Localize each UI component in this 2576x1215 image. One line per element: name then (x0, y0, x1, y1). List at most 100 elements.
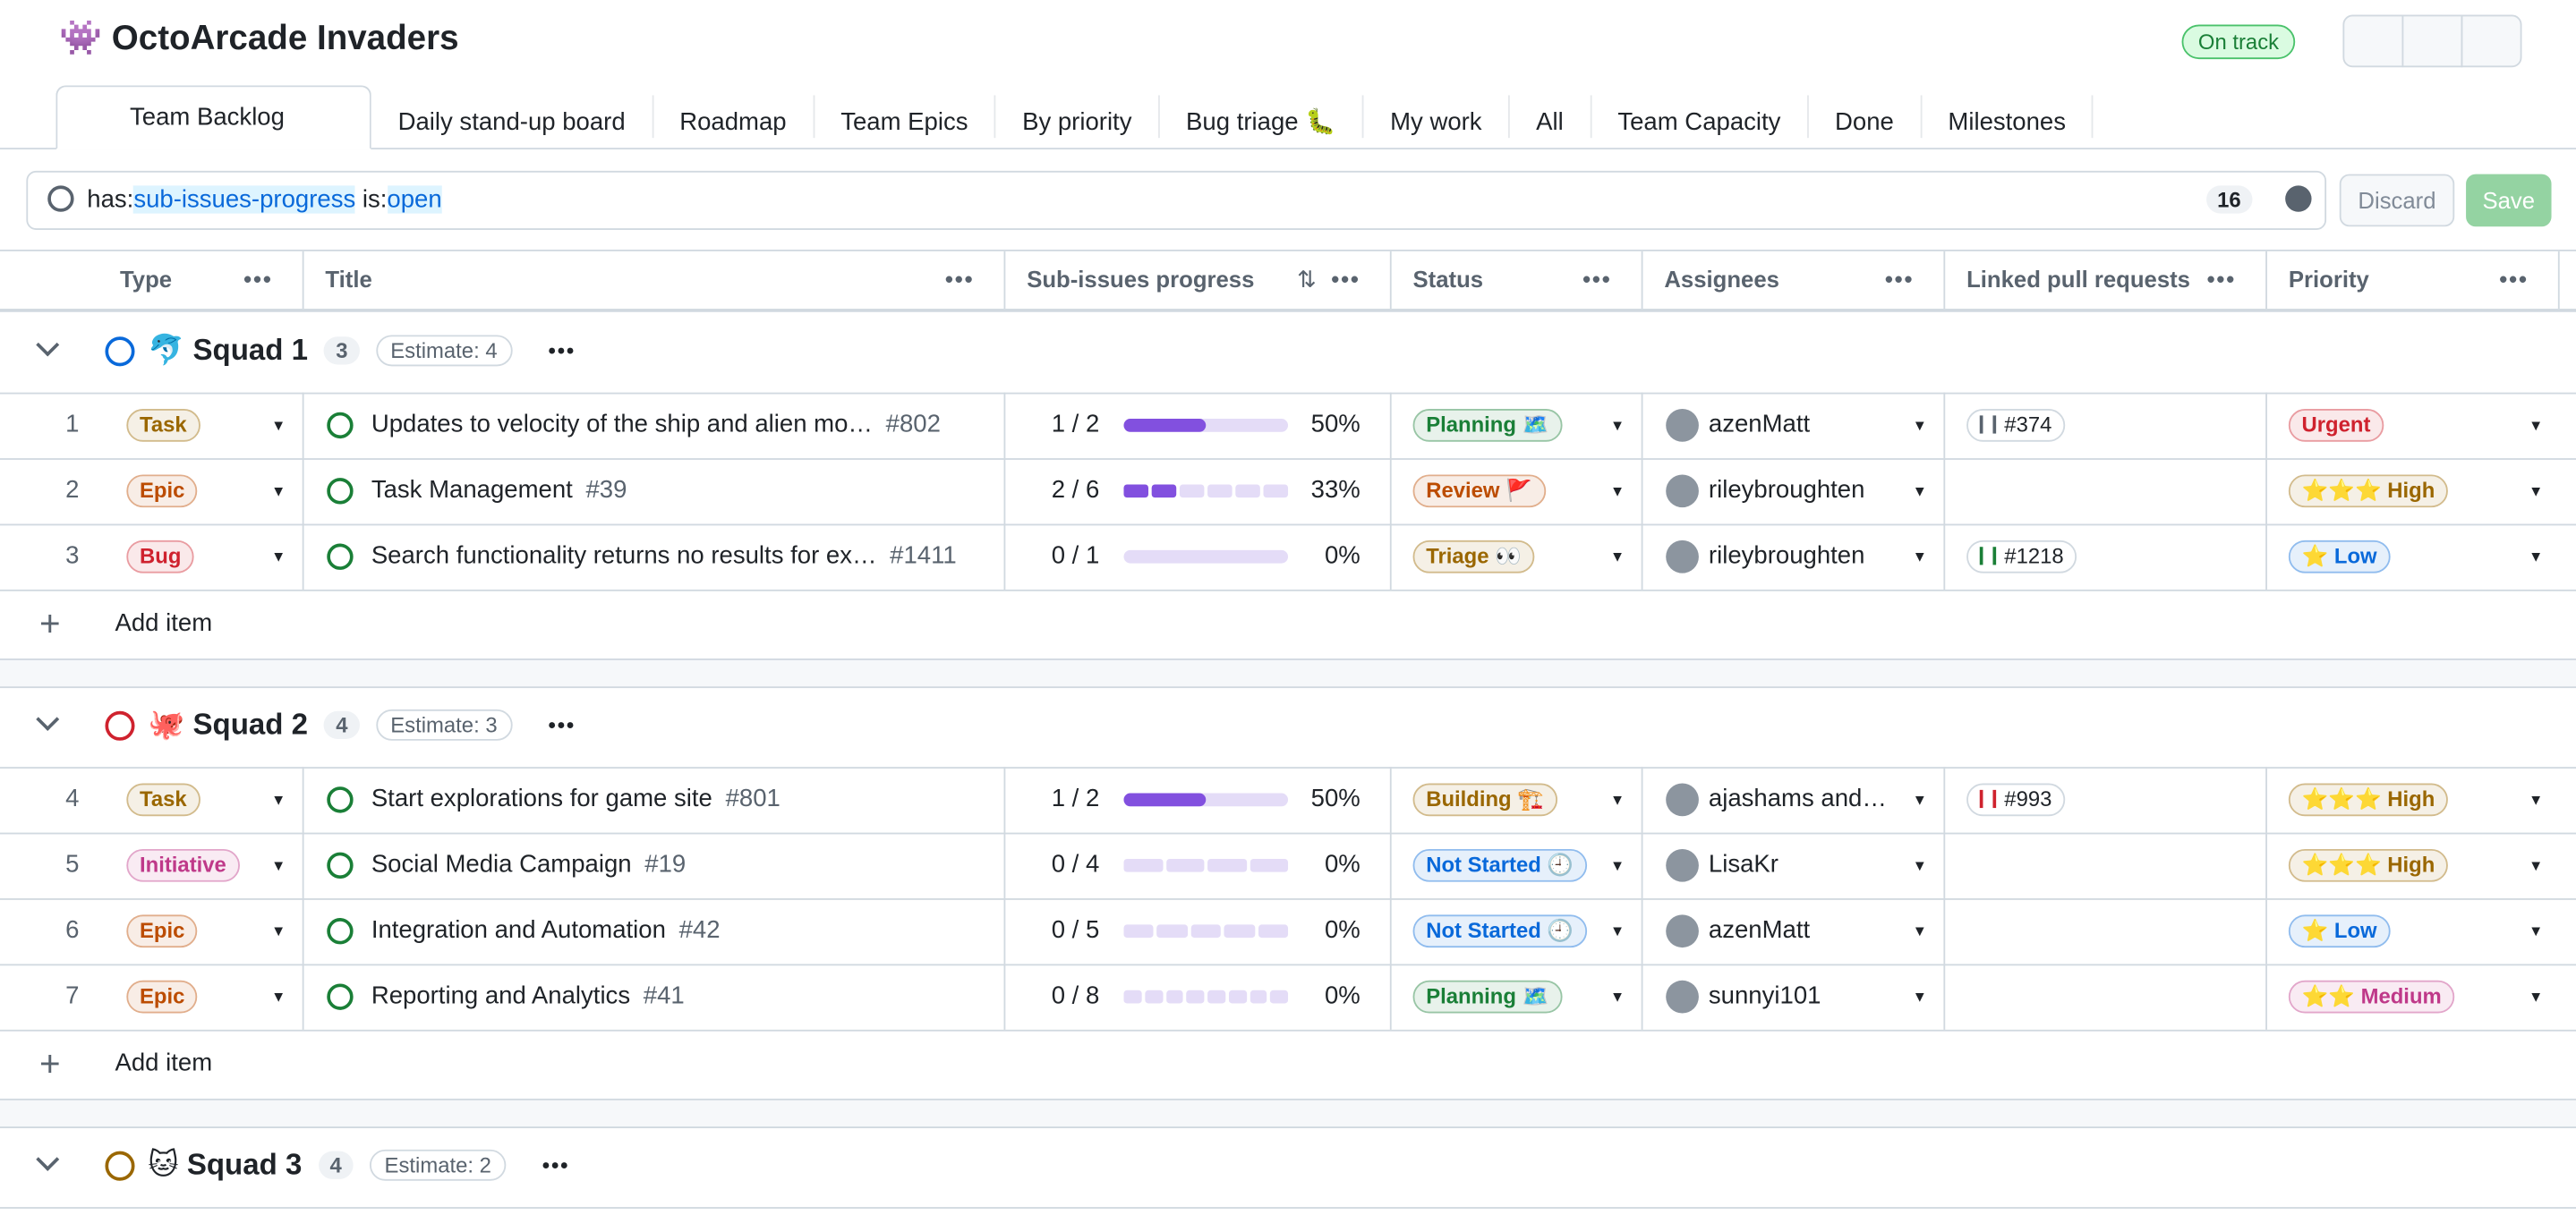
issue-number[interactable]: #19 (644, 850, 687, 879)
assignee-name[interactable]: rileybroughten (1708, 541, 1865, 570)
discard-button[interactable]: Discard (2339, 174, 2455, 227)
column-header[interactable]: Sub-issues progress ⇅ ••• (1005, 251, 1392, 310)
cell-dropdown[interactable]: ▼ (1609, 417, 1625, 434)
cell-dropdown[interactable]: ▼ (2528, 548, 2544, 565)
collapse-toggle[interactable] (36, 707, 60, 731)
column-menu[interactable]: ••• (1884, 266, 1915, 293)
add-item-row[interactable]: + Add item (0, 590, 2576, 658)
assignee-name[interactable]: LisaKr (1708, 850, 1778, 879)
issue-title[interactable]: Start explorations for game site (371, 785, 712, 813)
column-menu[interactable]: ••• (2499, 266, 2529, 293)
column-header[interactable]: Linked pull requests ••• (1945, 251, 2267, 310)
column-menu[interactable]: ••• (2206, 266, 2237, 293)
cell-dropdown[interactable]: ▼ (2528, 791, 2544, 809)
issue-number[interactable]: #802 (885, 410, 941, 439)
progress-cell: 1 / 2 50% (1005, 392, 1392, 459)
view-tab[interactable]: Bug triage 🐛 (1160, 95, 1364, 139)
cell-dropdown[interactable]: ▼ (1609, 791, 1625, 809)
cell-dropdown[interactable]: ▼ (1609, 482, 1625, 499)
cell-dropdown[interactable]: ▼ (2528, 417, 2544, 434)
view-tab[interactable]: Done (1809, 95, 1923, 139)
assignee-name[interactable]: azenMatt (1708, 410, 1811, 439)
issue-title[interactable]: Updates to velocity of the ship and alie… (371, 410, 873, 439)
cell-dropdown[interactable]: ▼ (2528, 922, 2544, 939)
cell-dropdown[interactable]: ▼ (1912, 482, 1928, 499)
cell-dropdown[interactable]: ▼ (1609, 988, 1625, 1006)
view-tab[interactable]: Milestones (1922, 95, 2094, 139)
filter-bar[interactable]: has:sub-issues-progress is:open 16 (26, 170, 2327, 230)
view-tab[interactable]: My work (1364, 95, 1510, 139)
progress-segment (1258, 924, 1289, 939)
insights-button[interactable] (2342, 14, 2404, 68)
pr-link[interactable]: #374 (1966, 409, 2066, 442)
save-button[interactable]: Save (2466, 174, 2552, 227)
cell-dropdown[interactable]: ▼ (1609, 857, 1625, 874)
issue-title[interactable]: Integration and Automation (371, 916, 666, 945)
status-badge[interactable]: On track (2181, 24, 2296, 60)
issue-number[interactable]: #1411 (890, 541, 957, 570)
clear-button[interactable] (2285, 185, 2312, 212)
cell-dropdown[interactable]: ▼ (1609, 922, 1625, 939)
column-header[interactable]: Status ••• (1392, 251, 1643, 310)
pr-link[interactable]: #993 (1966, 783, 2066, 817)
cell-dropdown[interactable]: ▼ (1609, 548, 1625, 565)
view-tab[interactable]: Team Epics (815, 95, 996, 139)
view-tab[interactable]: Daily stand-up board (371, 95, 653, 139)
column-menu[interactable]: ••• (1582, 266, 1612, 293)
cell-dropdown[interactable]: ▼ (271, 791, 286, 809)
cell-dropdown[interactable]: ▼ (1912, 922, 1928, 939)
issue-title[interactable]: Social Media Campaign (371, 850, 632, 879)
cell-dropdown[interactable]: ▼ (1912, 857, 1928, 874)
issue-number[interactable]: #41 (643, 981, 685, 1010)
column-header[interactable]: Type ••• (98, 251, 304, 310)
assignee-name[interactable]: azenMatt (1708, 916, 1811, 945)
column-header[interactable]: Assignees ••• (1643, 251, 1946, 310)
progress-segment (1165, 858, 1205, 872)
column-menu[interactable]: ••• (944, 266, 975, 293)
collapse-toggle[interactable] (36, 333, 60, 357)
view-tab[interactable]: Team Capacity (1591, 95, 1809, 139)
view-tab[interactable]: Roadmap (653, 95, 815, 139)
column-menu[interactable]: ••• (1331, 266, 1361, 293)
group-menu[interactable]: ••• (542, 1152, 570, 1178)
cell-dropdown[interactable]: ▼ (271, 857, 286, 874)
column-menu[interactable]: ••• (243, 266, 273, 293)
group-menu[interactable]: ••• (548, 712, 576, 738)
group-title: 🐙 Squad 2 4 Estimate: 3 ••• (148, 708, 576, 743)
column-header[interactable]: Title ••• (304, 251, 1006, 310)
more-button[interactable] (2461, 14, 2522, 68)
issue-title[interactable]: Search functionality returns no results … (371, 541, 877, 570)
assignee-name[interactable]: ajashams and… (1708, 785, 1887, 813)
type-label: Task (126, 783, 200, 817)
cell-dropdown[interactable]: ▼ (271, 417, 286, 434)
cell-dropdown[interactable]: ▼ (1912, 417, 1928, 434)
cell-dropdown[interactable]: ▼ (271, 988, 286, 1006)
type-cell: Epic ▼ (98, 898, 304, 964)
collapse-toggle[interactable] (36, 1147, 60, 1171)
group-menu[interactable]: ••• (548, 338, 576, 363)
issue-number[interactable]: #801 (725, 785, 780, 813)
view-tab[interactable]: All (1510, 95, 1591, 139)
cell-dropdown[interactable]: ▼ (1912, 988, 1928, 1006)
cell-dropdown[interactable]: ▼ (271, 482, 286, 499)
cell-dropdown[interactable]: ▼ (2528, 988, 2544, 1006)
issue-number[interactable]: #39 (585, 476, 627, 505)
cell-dropdown[interactable]: ▼ (1912, 548, 1928, 565)
view-tab[interactable]: Team Backlog (55, 85, 372, 150)
cell-dropdown[interactable]: ▼ (2528, 857, 2544, 874)
cell-dropdown[interactable]: ▼ (1912, 791, 1928, 809)
panel-button[interactable] (2401, 14, 2463, 68)
assignee-name[interactable]: rileybroughten (1708, 476, 1865, 505)
issue-title[interactable]: Reporting and Analytics (371, 981, 631, 1010)
view-tab[interactable]: By priority (996, 95, 1160, 139)
cell-dropdown[interactable]: ▼ (271, 922, 286, 939)
column-header[interactable]: Priority ••• (2267, 251, 2560, 310)
cell-dropdown[interactable]: ▼ (2528, 482, 2544, 499)
assignee-name[interactable]: sunnyi101 (1708, 981, 1821, 1010)
issue-number[interactable]: #42 (678, 916, 721, 945)
pr-link[interactable]: #1218 (1966, 540, 2077, 574)
cell-dropdown[interactable]: ▼ (271, 548, 286, 565)
title-cell: Search functionality returns no results … (304, 523, 1006, 590)
issue-title[interactable]: Task Management (371, 476, 573, 505)
add-item-row[interactable]: + Add item (0, 1030, 2576, 1099)
